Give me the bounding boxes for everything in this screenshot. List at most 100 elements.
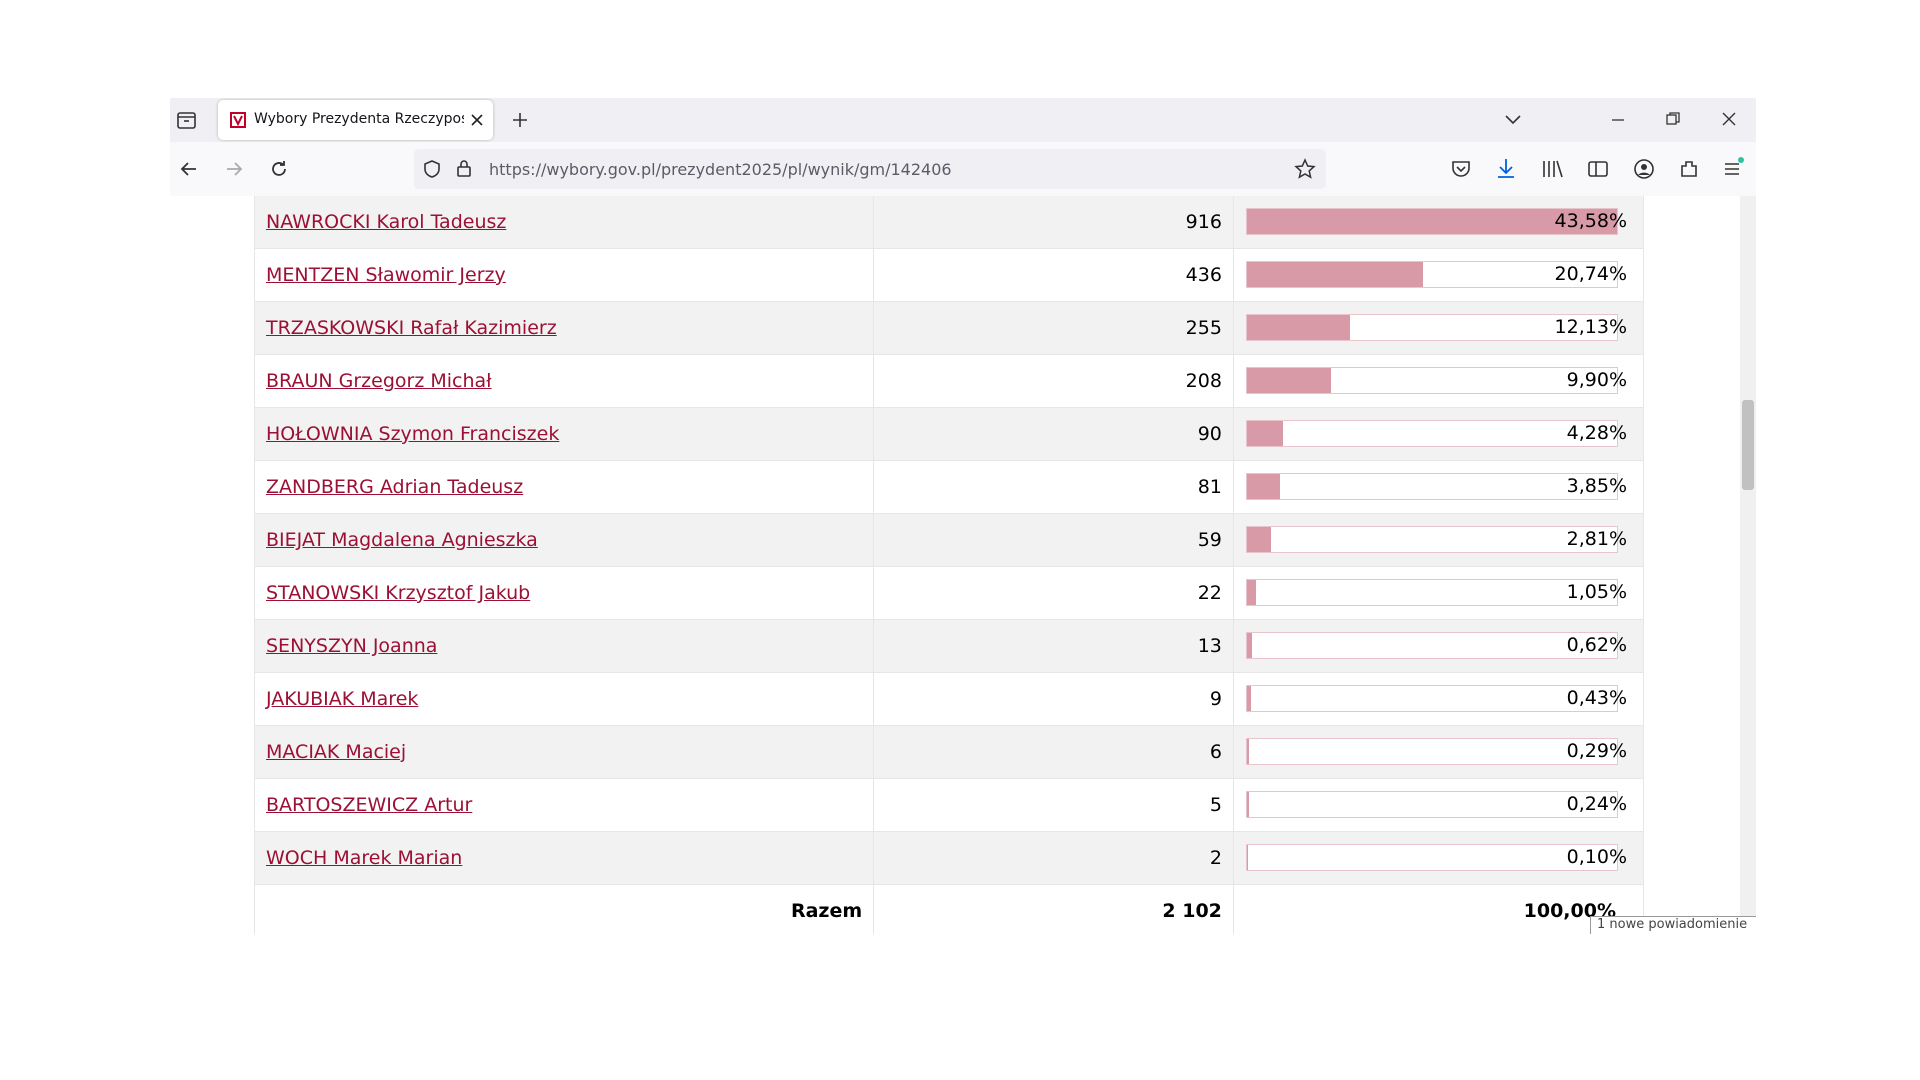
candidate-cell: MENTZEN Sławomir Jerzy — [253, 248, 875, 302]
candidate-cell: STANOWSKI Krzysztof Jakub — [253, 566, 875, 620]
tracking-protection[interactable] — [422, 159, 442, 179]
candidate-link[interactable]: TRZASKOWSKI Rafał Kazimierz — [266, 317, 557, 339]
favicon — [230, 112, 246, 128]
share-bar — [1246, 527, 1271, 552]
tab-bar: Wybory Prezydenta Rzeczypospolitej — [170, 98, 1756, 142]
active-tab[interactable]: Wybory Prezydenta Rzeczypospolitej — [218, 100, 493, 140]
pocket[interactable] — [1450, 158, 1472, 180]
candidate-cell: TRZASKOWSKI Rafał Kazimierz — [253, 301, 875, 355]
extensions[interactable] — [1678, 158, 1700, 180]
candidate-link[interactable]: MACIAK Maciej — [266, 741, 407, 763]
share-label: 4,28% — [1566, 422, 1627, 444]
site-lock[interactable] — [454, 158, 474, 178]
share-bar — [1246, 209, 1617, 234]
share-cell: 12,13% — [1232, 301, 1645, 355]
candidate-link[interactable]: NAWROCKI Karol Tadeusz — [266, 211, 507, 233]
candidate-link[interactable]: SENYSZYN Joanna — [266, 635, 438, 657]
share-cell: 0,24% — [1232, 778, 1645, 832]
forward[interactable] — [223, 158, 245, 180]
result-row: WOCH Marek Marian 2 0,10% — [253, 831, 1645, 885]
scrollbar[interactable] — [1740, 196, 1756, 934]
candidate-link[interactable]: BRAUN Grzegorz Michał — [266, 370, 492, 392]
new-tab[interactable] — [511, 111, 529, 129]
result-row: SENYSZYN Joanna 13 0,62% — [253, 619, 1645, 673]
restore[interactable] — [1665, 111, 1681, 127]
share-cell: 4,28% — [1232, 407, 1645, 461]
share-bar — [1246, 315, 1350, 340]
share-bar — [1246, 633, 1253, 658]
downloads[interactable] — [1495, 157, 1517, 179]
share-bar — [1246, 368, 1331, 393]
share-label: 0,62% — [1566, 634, 1627, 656]
minimize[interactable] — [1610, 112, 1626, 128]
reload[interactable] — [268, 158, 290, 180]
share-label: 0,43% — [1566, 687, 1627, 709]
share-bar — [1246, 792, 1249, 817]
page-content: NAWROCKI Karol Tadeusz 916 43,58% MENTZEN S… — [170, 196, 1756, 934]
votes-cell: 59 — [873, 513, 1234, 567]
candidate-link[interactable]: STANOWSKI Krzysztof Jakub — [266, 582, 531, 604]
votes-cell: 208 — [873, 354, 1234, 408]
account[interactable] — [1633, 158, 1655, 180]
votes-cell: 13 — [873, 619, 1234, 673]
share-track — [1245, 208, 1618, 235]
back[interactable] — [178, 158, 200, 180]
candidate-link[interactable]: ZANDBERG Adrian Tadeusz — [266, 476, 524, 498]
close-tab[interactable] — [470, 113, 484, 127]
share-track — [1245, 526, 1618, 553]
votes-cell: 22 — [873, 566, 1234, 620]
votes-cell: 6 — [873, 725, 1234, 779]
votes-cell: 81 — [873, 460, 1234, 514]
share-cell: 2,81% — [1232, 513, 1645, 567]
share-bar — [1246, 421, 1284, 446]
tab-list[interactable] — [176, 110, 198, 130]
url-bar[interactable]: https://wybory.gov.pl/prezydent2025/pl/w… — [414, 149, 1326, 189]
share-track — [1245, 367, 1618, 394]
votes-cell: 5 — [873, 778, 1234, 832]
candidate-link[interactable]: BARTOSZEWICZ Artur — [266, 794, 473, 816]
candidate-link[interactable]: WOCH Marek Marian — [266, 847, 463, 869]
notification[interactable]: 1 nowe powiadomienie — [1590, 916, 1756, 934]
candidate-cell: BARTOSZEWICZ Artur — [253, 778, 875, 832]
share-cell: 3,85% — [1232, 460, 1645, 514]
bookmark-star[interactable] — [1294, 158, 1316, 180]
share-bar — [1246, 686, 1251, 711]
share-label: 12,13% — [1554, 316, 1627, 338]
sidebar[interactable] — [1587, 158, 1609, 180]
share-label: 0,29% — [1566, 740, 1627, 762]
result-row: BIEJAT Magdalena Agnieszka 59 2,81% — [253, 513, 1645, 567]
results-table: NAWROCKI Karol Tadeusz 916 43,58% MENTZEN S… — [253, 196, 1645, 934]
votes-cell: 255 — [873, 301, 1234, 355]
list-all-tabs[interactable] — [1504, 112, 1522, 126]
share-track — [1245, 420, 1618, 447]
scroll-thumb[interactable] — [1742, 400, 1754, 490]
share-cell: 0,10% — [1232, 831, 1645, 885]
candidate-link[interactable]: HOŁOWNIA Szymon Franciszek — [266, 423, 560, 445]
votes-cell: 2 — [873, 831, 1234, 885]
share-track — [1245, 314, 1618, 341]
share-bar — [1246, 262, 1423, 287]
share-track — [1245, 685, 1618, 712]
candidate-cell: BIEJAT Magdalena Agnieszka — [253, 513, 875, 567]
library[interactable] — [1541, 158, 1565, 180]
votes-cell: 9 — [873, 672, 1234, 726]
total-share: 100,00% — [1232, 884, 1645, 934]
candidate-link[interactable]: JAKUBIAK Marek — [266, 688, 419, 710]
tab-title: Wybory Prezydenta Rzeczypospolitej — [254, 111, 464, 127]
share-label: 20,74% — [1554, 263, 1627, 285]
share-track — [1245, 791, 1618, 818]
total-votes: 2 102 — [873, 884, 1234, 934]
share-cell: 43,58% — [1232, 196, 1645, 249]
candidate-cell: HOŁOWNIA Szymon Franciszek — [253, 407, 875, 461]
share-track — [1245, 844, 1618, 871]
candidate-link[interactable]: MENTZEN Sławomir Jerzy — [266, 264, 506, 286]
result-row: NAWROCKI Karol Tadeusz 916 43,58% — [253, 196, 1645, 249]
candidate-link[interactable]: BIEJAT Magdalena Agnieszka — [266, 529, 538, 551]
share-bar — [1246, 580, 1256, 605]
share-bar — [1246, 474, 1280, 499]
share-cell: 0,43% — [1232, 672, 1645, 726]
menu[interactable] — [1722, 156, 1746, 178]
close-window[interactable] — [1721, 111, 1737, 127]
votes-cell: 916 — [873, 196, 1234, 249]
